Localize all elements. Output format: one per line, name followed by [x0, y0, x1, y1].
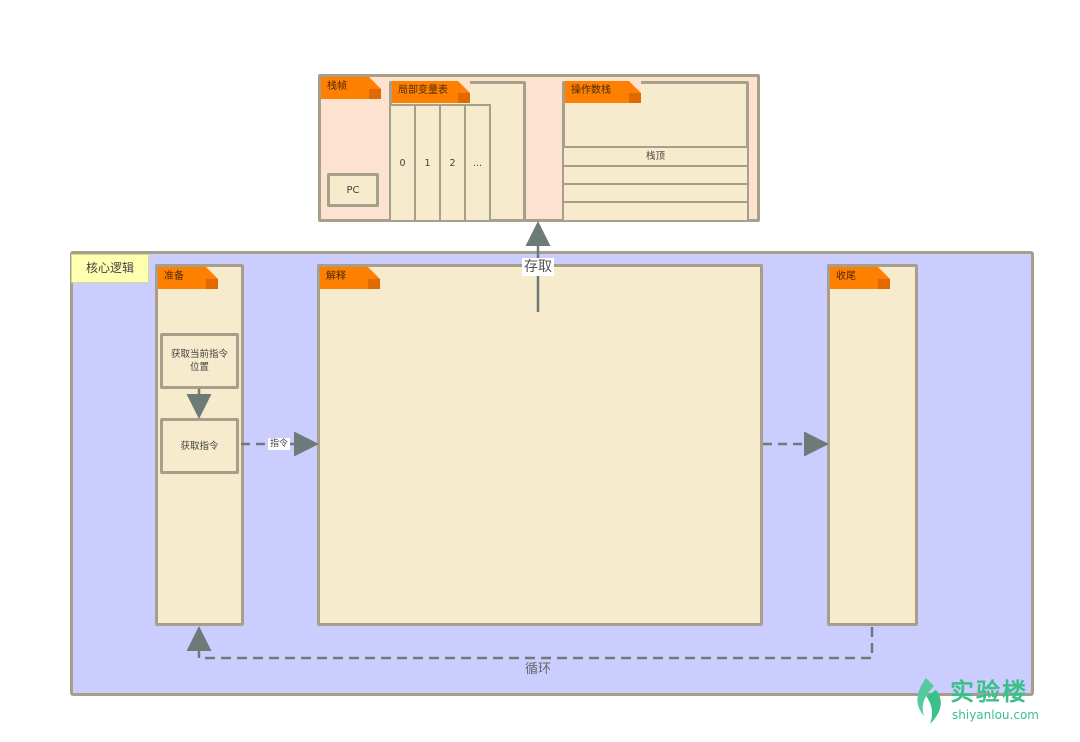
local-vars-label: 局部变量表 — [398, 85, 448, 96]
loop-arrow — [186, 626, 874, 660]
operand-stack-tab: 操作数栈 — [565, 81, 641, 103]
access-label: 存取 — [522, 258, 554, 276]
prepare-label: 准备 — [164, 271, 184, 282]
fetch-position-label: 获取当前指令位置 — [170, 349, 228, 373]
pc-label: PC — [346, 184, 360, 196]
local-var-slot: 2 — [439, 104, 466, 222]
core-logic-label: 核心逻辑 — [86, 261, 135, 275]
finish-tab: 收尾 — [830, 267, 890, 289]
operand-stack-label: 操作数栈 — [571, 85, 611, 96]
watermark-brand: 实验楼 — [950, 678, 1028, 706]
watermark: 实验楼 shiyanlou.com — [912, 676, 1062, 730]
decode-label: 解释 — [326, 271, 346, 282]
fetch-instruction-label: 获取指令 — [180, 440, 219, 452]
shiyanlou-logo-icon — [917, 678, 941, 724]
stack-frame-tab: 栈帧 — [321, 77, 381, 99]
local-vars-tab: 局部变量表 — [392, 81, 470, 103]
fetch-instruction-box: 获取指令 — [160, 418, 239, 474]
finish-label: 收尾 — [836, 271, 856, 282]
local-var-slot: ... — [464, 104, 491, 222]
core-logic-note: 核心逻辑 — [71, 254, 149, 283]
watermark-url: shiyanlou.com — [952, 708, 1039, 722]
loop-label: 循环 — [525, 662, 552, 677]
pc-box: PC — [327, 173, 379, 207]
prepare-tab: 准备 — [158, 267, 218, 289]
decode-tab: 解释 — [320, 267, 380, 289]
instruction-label: 指令 — [268, 438, 291, 450]
operand-stack-slot — [562, 201, 749, 222]
decode-box — [317, 264, 763, 626]
stack-frame-label: 栈帧 — [327, 81, 347, 92]
fetch-position-box: 获取当前指令位置 — [160, 333, 239, 389]
